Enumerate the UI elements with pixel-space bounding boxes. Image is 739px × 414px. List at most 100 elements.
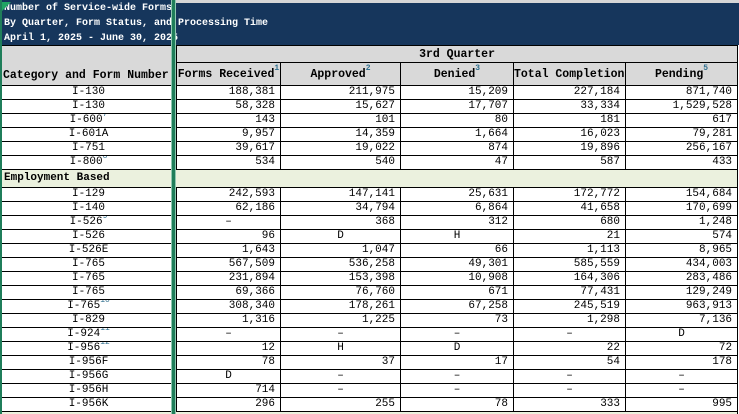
row-label-cell[interactable]: I-95612 [0, 341, 177, 356]
column-header-approved[interactable]: Approved2 [280, 62, 401, 86]
row-label-cell[interactable]: I-526E [0, 243, 177, 258]
value-cell[interactable]: – [176, 327, 281, 342]
value-cell[interactable]: 680 [513, 215, 626, 230]
value-cell[interactable]: 7,136 [624, 313, 739, 328]
row-label-cell[interactable]: I-526 [0, 229, 177, 244]
value-cell[interactable]: – [400, 383, 514, 398]
value-cell[interactable]: – [280, 369, 401, 384]
value-cell[interactable]: 871,740 [624, 85, 739, 100]
value-cell[interactable]: 72 [624, 341, 739, 356]
value-cell[interactable]: 714 [176, 383, 281, 398]
value-cell[interactable]: D [400, 341, 514, 356]
value-cell[interactable]: 1,529,528 [624, 99, 739, 114]
value-cell[interactable]: – [280, 327, 401, 342]
value-cell[interactable]: 147,141 [280, 187, 401, 202]
value-cell[interactable]: 874 [400, 141, 514, 156]
value-cell[interactable]: 585,559 [513, 257, 626, 272]
value-cell[interactable]: 1,316 [176, 313, 281, 328]
value-cell[interactable]: 154,684 [624, 187, 739, 202]
value-cell[interactable]: 1,113 [513, 243, 626, 258]
value-cell[interactable]: 211,975 [280, 85, 401, 100]
section-header-cell[interactable]: Employment Based [0, 169, 739, 188]
row-label-cell[interactable]: I-8008 [0, 155, 177, 170]
value-cell[interactable]: 368 [280, 215, 401, 230]
value-cell[interactable]: 49,301 [400, 257, 514, 272]
value-cell[interactable]: 17,707 [400, 99, 514, 114]
row-label-cell[interactable]: I-956G [0, 369, 177, 384]
value-cell[interactable]: 101 [280, 113, 401, 128]
value-cell[interactable]: D [176, 369, 281, 384]
value-cell[interactable]: 995 [624, 397, 739, 412]
value-cell[interactable]: 33,334 [513, 99, 626, 114]
value-cell[interactable]: 67,258 [400, 299, 514, 314]
value-cell[interactable]: 14,359 [280, 127, 401, 142]
value-cell[interactable]: 567,509 [176, 257, 281, 272]
value-cell[interactable]: – [400, 327, 514, 342]
value-cell[interactable]: 41,658 [513, 201, 626, 216]
value-cell[interactable]: 21 [513, 229, 626, 244]
value-cell[interactable]: 587 [513, 155, 626, 170]
value-cell[interactable]: 47 [400, 155, 514, 170]
value-cell[interactable]: 6,864 [400, 201, 514, 216]
value-cell[interactable]: 78 [176, 355, 281, 370]
value-cell[interactable]: 25,631 [400, 187, 514, 202]
row-label-cell[interactable]: I-956H [0, 383, 177, 398]
column-header-denied[interactable]: Denied3 [400, 62, 514, 86]
column-header-pending[interactable]: Pending5 [624, 62, 739, 86]
value-cell[interactable]: 671 [400, 285, 514, 300]
value-cell[interactable]: – [624, 369, 739, 384]
value-cell[interactable]: 540 [280, 155, 401, 170]
value-cell[interactable]: 80 [400, 113, 514, 128]
row-label-cell[interactable]: I-5269 [0, 215, 177, 230]
value-cell[interactable]: 54 [513, 355, 626, 370]
value-cell[interactable]: 283,486 [624, 271, 739, 286]
value-cell[interactable]: 129,249 [624, 285, 739, 300]
value-cell[interactable]: 178,261 [280, 299, 401, 314]
row-label-cell[interactable]: I-765 [0, 271, 177, 286]
value-cell[interactable]: 534 [176, 155, 281, 170]
row-label-cell[interactable]: I-130 [0, 85, 177, 100]
value-cell[interactable]: 255 [280, 397, 401, 412]
value-cell[interactable]: 434,003 [624, 257, 739, 272]
value-cell[interactable]: 58,328 [176, 99, 281, 114]
value-cell[interactable]: – [513, 327, 626, 342]
value-cell[interactable]: 245,519 [513, 299, 626, 314]
value-cell[interactable]: 1,298 [513, 313, 626, 328]
column-header-total-completions[interactable]: Total Completions4 [513, 62, 626, 86]
value-cell[interactable]: 188,381 [176, 85, 281, 100]
value-cell[interactable]: 536,258 [280, 257, 401, 272]
value-cell[interactable]: 8,965 [624, 243, 739, 258]
freeze-pane-divider[interactable] [171, 0, 176, 414]
value-cell[interactable]: 78 [400, 397, 514, 412]
value-cell[interactable]: 1,225 [280, 313, 401, 328]
corner-header-cell[interactable]: Category and Form Number [0, 45, 177, 86]
value-cell[interactable]: 69,366 [176, 285, 281, 300]
row-label-cell[interactable]: I-829 [0, 313, 177, 328]
value-cell[interactable]: 181 [513, 113, 626, 128]
row-label-cell[interactable]: I-765 [0, 257, 177, 272]
row-label-cell[interactable]: I-76510 [0, 299, 177, 314]
value-cell[interactable]: 312 [400, 215, 514, 230]
value-cell[interactable]: 256,167 [624, 141, 739, 156]
value-cell[interactable]: – [280, 383, 401, 398]
value-cell[interactable]: 66 [400, 243, 514, 258]
value-cell[interactable]: 15,627 [280, 99, 401, 114]
value-cell[interactable]: 433 [624, 155, 739, 170]
value-cell[interactable]: 79,281 [624, 127, 739, 142]
value-cell[interactable]: 227,184 [513, 85, 626, 100]
row-label-cell[interactable]: I-92411 [0, 327, 177, 342]
value-cell[interactable]: 296 [176, 397, 281, 412]
value-cell[interactable]: 76,760 [280, 285, 401, 300]
value-cell[interactable]: H [280, 341, 401, 356]
value-cell[interactable]: – [400, 369, 514, 384]
row-label-cell[interactable]: I-956K [0, 397, 177, 412]
value-cell[interactable]: D [280, 229, 401, 244]
value-cell[interactable]: D [624, 327, 739, 342]
row-label-cell[interactable]: I-765 [0, 285, 177, 300]
column-header-forms-received[interactable]: Forms Received1 [176, 62, 281, 86]
value-cell[interactable]: – [513, 369, 626, 384]
value-cell[interactable]: 1,643 [176, 243, 281, 258]
value-cell[interactable]: – [513, 383, 626, 398]
value-cell[interactable]: 1,248 [624, 215, 739, 230]
value-cell[interactable]: 153,398 [280, 271, 401, 286]
